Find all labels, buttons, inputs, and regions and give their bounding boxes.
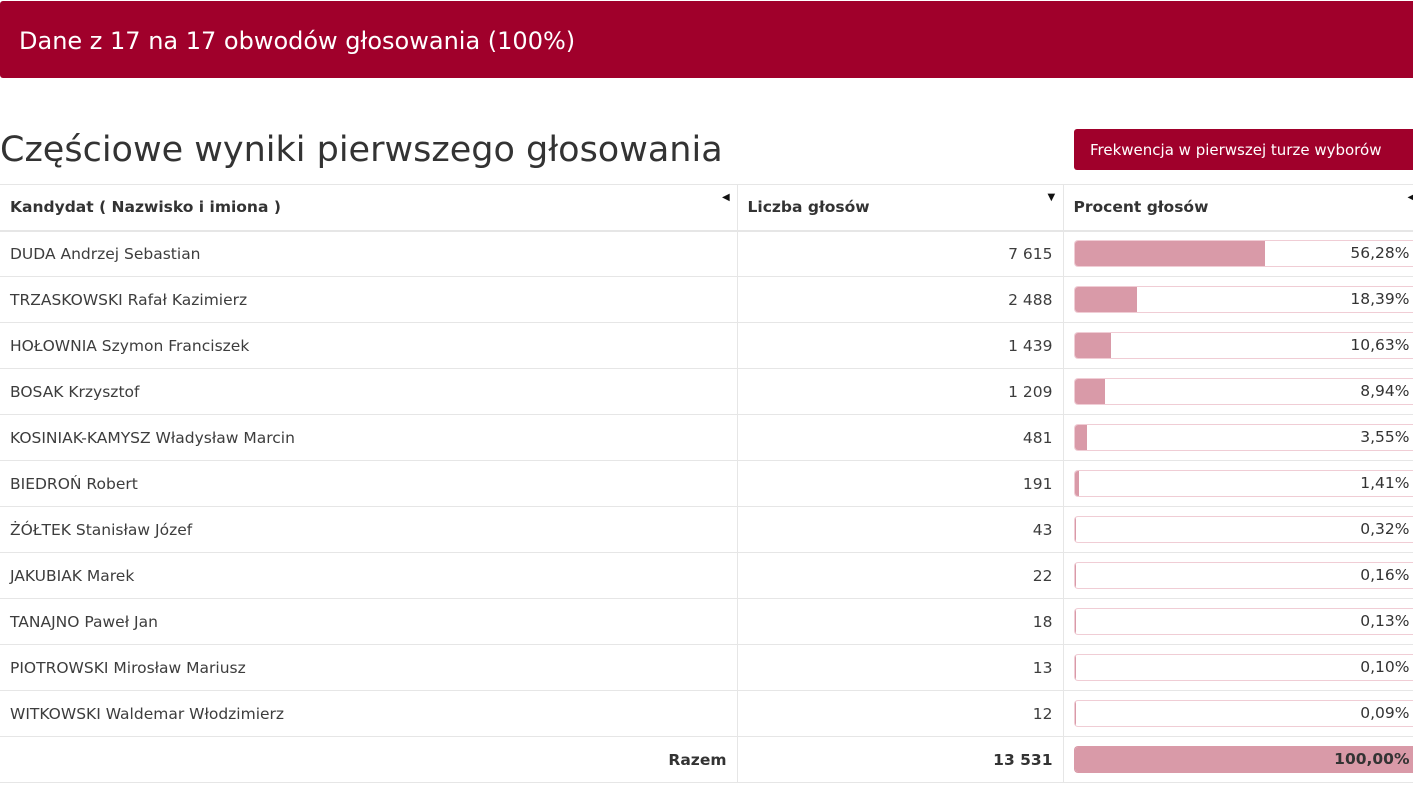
candidate-votes: 481 <box>736 414 1063 461</box>
percent-bar: 56,28% <box>1073 240 1413 268</box>
percent-bar: 0,16% <box>1073 562 1413 589</box>
percent-label: 0,09% <box>1360 704 1410 722</box>
percent-label: 18,39% <box>1350 290 1410 308</box>
percent-bar: 8,94% <box>1073 378 1413 405</box>
candidate-name: DUDA Andrzej Sebastian <box>0 230 737 277</box>
percent-bar-fill <box>1074 287 1137 312</box>
candidate-name: BIEDROŃ Robert <box>0 460 737 507</box>
percent-bar: 0,13% <box>1073 608 1413 635</box>
candidate-percent-cell: 0,32% <box>1062 506 1413 553</box>
percent-bar-fill <box>1074 241 1266 267</box>
table-row: JAKUBIAK Marek 22 0,16% <box>0 552 1413 599</box>
candidate-name: JAKUBIAK Marek <box>0 552 737 599</box>
table-row: BIEDROŃ Robert 191 1,41% <box>0 460 1413 507</box>
candidate-name: KOSINIAK-KAMYSZ Władysław Marcin <box>0 414 737 461</box>
candidate-percent-cell: 8,94% <box>1062 368 1413 415</box>
candidate-votes: 18 <box>736 598 1063 645</box>
results-table: Kandydat ( Nazwisko i imiona ) ◀ Liczba … <box>0 184 1413 783</box>
percent-bar: 0,09% <box>1073 700 1413 727</box>
percent-label: 8,94% <box>1360 382 1410 400</box>
table-row: KOSINIAK-KAMYSZ Władysław Marcin 481 3,55% <box>0 414 1413 461</box>
percent-bar: 18,39% <box>1073 286 1413 313</box>
sort-left-icon[interactable]: ◀ <box>722 192 730 203</box>
percent-label: 3,55% <box>1360 428 1410 446</box>
candidate-percent-cell: 0,13% <box>1062 598 1413 645</box>
table-header-row: Kandydat ( Nazwisko i imiona ) ◀ Liczba … <box>0 184 1413 232</box>
data-coverage-banner: Dane z 17 na 17 obwodów głosowania (100%… <box>0 1 1413 78</box>
candidate-votes: 191 <box>736 460 1063 507</box>
header-votes-label: Liczba głosów <box>747 198 870 217</box>
header-percent-label: Procent głosów <box>1073 198 1209 217</box>
percent-bar: 10,63% <box>1073 332 1413 359</box>
candidate-votes: 22 <box>736 552 1063 599</box>
candidate-name: BOSAK Krzysztof <box>0 368 737 415</box>
candidate-votes: 2 488 <box>736 276 1063 323</box>
total-percent-bar-fill <box>1074 747 1413 772</box>
candidate-votes: 12 <box>736 690 1063 737</box>
candidate-percent-cell: 56,28% <box>1062 230 1413 277</box>
header-candidate[interactable]: Kandydat ( Nazwisko i imiona ) ◀ <box>0 184 737 232</box>
turnout-first-round-button[interactable]: Frekwencja w pierwszej turze wyborów <box>1074 129 1413 170</box>
total-votes: 13 531 <box>736 736 1063 783</box>
percent-bar: 3,55% <box>1073 424 1413 451</box>
candidate-percent-cell: 1,41% <box>1062 460 1413 507</box>
candidate-percent-cell: 0,09% <box>1062 690 1413 737</box>
total-row: Razem 13 531 100,00% <box>0 736 1413 783</box>
table-row: TRZASKOWSKI Rafał Kazimierz 2 488 18,39% <box>0 276 1413 323</box>
percent-bar-fill <box>1074 333 1111 358</box>
percent-bar: 0,32% <box>1073 516 1413 543</box>
candidate-name: TRZASKOWSKI Rafał Kazimierz <box>0 276 737 323</box>
table-row: DUDA Andrzej Sebastian 7 615 56,28% <box>0 230 1413 277</box>
table-row: WITKOWSKI Waldemar Włodzimierz 12 0,09% <box>0 690 1413 737</box>
sort-left-icon[interactable]: ◀ <box>1407 192 1413 203</box>
total-label: Razem <box>0 736 737 783</box>
percent-bar-fill <box>1074 563 1076 588</box>
table-row: ŻÓŁTEK Stanisław Józef 43 0,32% <box>0 506 1413 553</box>
percent-label: 0,32% <box>1360 520 1410 538</box>
percent-label: 1,41% <box>1360 474 1410 492</box>
table-row: PIOTROWSKI Mirosław Mariusz 13 0,10% <box>0 644 1413 691</box>
candidate-name: HOŁOWNIA Szymon Franciszek <box>0 322 737 369</box>
candidate-percent-cell: 10,63% <box>1062 322 1413 369</box>
header-votes[interactable]: Liczba głosów ▼ <box>736 184 1063 232</box>
candidate-percent-cell: 3,55% <box>1062 414 1413 461</box>
candidate-votes: 1 439 <box>736 322 1063 369</box>
candidate-votes: 13 <box>736 644 1063 691</box>
percent-label: 10,63% <box>1350 336 1410 354</box>
page-title: Częściowe wyniki pierwszego głosowania <box>0 130 723 170</box>
table-row: TANAJNO Paweł Jan 18 0,13% <box>0 598 1413 645</box>
percent-label: 0,13% <box>1360 612 1410 630</box>
percent-label: 0,10% <box>1360 658 1410 676</box>
percent-bar-fill <box>1074 471 1080 496</box>
candidate-percent-cell: 0,10% <box>1062 644 1413 691</box>
candidate-votes: 43 <box>736 506 1063 553</box>
banner-text: Dane z 17 na 17 obwodów głosowania (100%… <box>19 27 576 55</box>
candidate-votes: 1 209 <box>736 368 1063 415</box>
total-percent-label: 100,00% <box>1334 750 1410 768</box>
sort-down-icon[interactable]: ▼ <box>1047 192 1056 203</box>
percent-bar-fill <box>1074 425 1087 450</box>
candidate-name: WITKOWSKI Waldemar Włodzimierz <box>0 690 737 737</box>
candidate-percent-cell: 0,16% <box>1062 552 1413 599</box>
percent-bar: 1,41% <box>1073 470 1413 497</box>
total-percent-cell: 100,00% <box>1062 736 1413 783</box>
table-row: BOSAK Krzysztof 1 209 8,94% <box>0 368 1413 415</box>
percent-bar: 0,10% <box>1073 654 1413 681</box>
total-percent-bar: 100,00% <box>1073 746 1413 773</box>
candidate-name: ŻÓŁTEK Stanisław Józef <box>0 506 737 553</box>
candidate-name: TANAJNO Paweł Jan <box>0 598 737 645</box>
candidate-votes: 7 615 <box>736 230 1063 277</box>
table-row: HOŁOWNIA Szymon Franciszek 1 439 10,63% <box>0 322 1413 369</box>
header-candidate-label: Kandydat ( Nazwisko i imiona ) <box>10 198 281 217</box>
candidate-name: PIOTROWSKI Mirosław Mariusz <box>0 644 737 691</box>
percent-label: 56,28% <box>1350 244 1410 263</box>
candidate-percent-cell: 18,39% <box>1062 276 1413 323</box>
percent-bar-fill <box>1074 379 1105 404</box>
percent-label: 0,16% <box>1360 566 1410 584</box>
header-percent[interactable]: Procent głosów ◀ <box>1062 184 1413 232</box>
percent-bar-fill <box>1074 517 1076 542</box>
